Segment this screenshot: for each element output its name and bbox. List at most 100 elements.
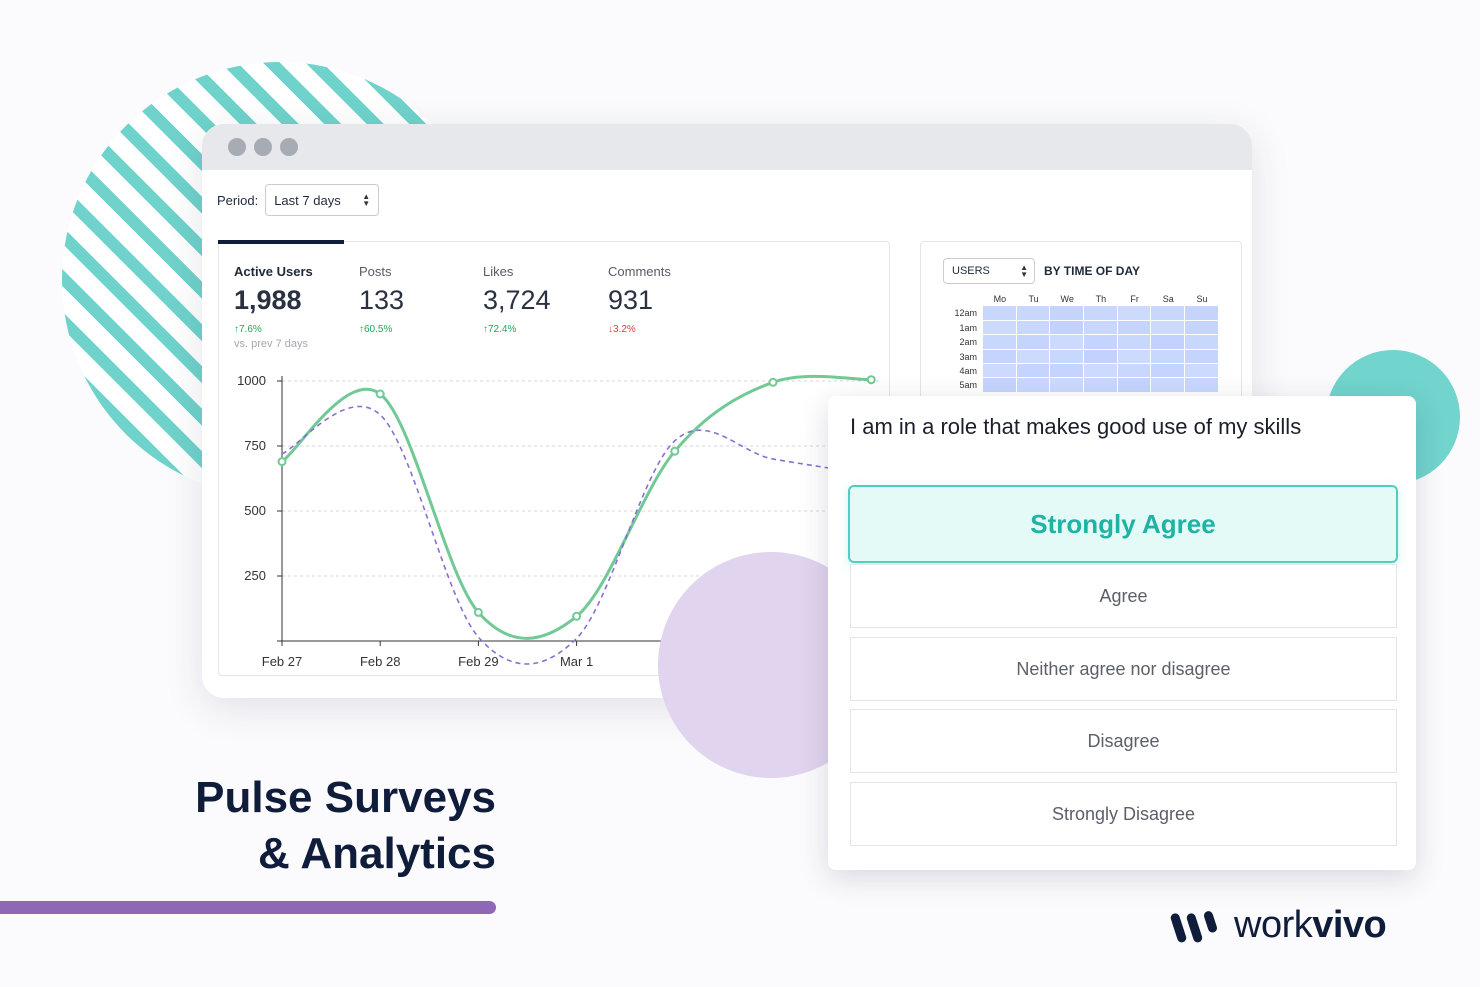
day-label: Tu (1028, 294, 1039, 304)
heatmap-cell (1084, 320, 1118, 336)
heatmap-cell (1117, 335, 1152, 350)
heatmap-cell (983, 335, 1017, 350)
time-of-day-panel: USERS ▲ ▼ BY TIME OF DAY Mo Tu We Th Fr Sa Su 12… (920, 241, 1242, 401)
heatmap-cell (1185, 378, 1219, 393)
period-select[interactable]: Last 7 days ▲ ▼ (265, 184, 380, 216)
x-tick-label: Mar 1 (560, 654, 593, 669)
metric-select[interactable]: USERS ▲ ▼ (943, 258, 1035, 284)
heatmap-cell (1016, 320, 1051, 336)
arrow-up-icon: ↑ (483, 324, 488, 335)
heatmap-cell (1084, 335, 1118, 350)
heatmap-cell (1151, 335, 1186, 350)
data-point (277, 457, 287, 467)
window-dot-icon (228, 138, 246, 156)
stat-comments[interactable]: Comments 931 ↓3.2% (608, 264, 671, 335)
heatmap-cell (1016, 335, 1051, 350)
heatmap-cell (1151, 349, 1186, 364)
heatmap-cell (1151, 320, 1186, 336)
period-label: Period: (217, 192, 259, 208)
heatmap-cell (1016, 378, 1051, 393)
period-filter: Period: Last 7 days ▲ ▼ (217, 184, 380, 216)
heatmap-cell (983, 363, 1017, 379)
heatmap-cell (1185, 320, 1219, 336)
stat-label: Posts (359, 264, 392, 279)
y-tick-label: 500 (244, 503, 266, 518)
select-arrows-icon: ▲ ▼ (362, 192, 371, 208)
heatmap-cell (1050, 378, 1085, 393)
stat-change: ↑60.5% (359, 324, 393, 335)
heatmap-cell (1117, 349, 1152, 364)
heatmap-cell (1117, 320, 1152, 336)
workvivo-logo: workvivo (1170, 904, 1387, 947)
option-disagree[interactable]: Disagree (850, 709, 1397, 773)
heatmap-cell (1084, 306, 1118, 321)
heatmap-title: BY TIME OF DAY (1044, 264, 1141, 278)
heatmap-cell (1050, 335, 1085, 350)
x-tick-label: Feb 29 (458, 654, 498, 669)
metric-value: USERS (952, 265, 990, 277)
active-tab-indicator (218, 240, 344, 244)
stat-value: 133 (359, 285, 405, 315)
data-point (572, 611, 582, 621)
option-neither[interactable]: Neither agree nor disagree (850, 637, 1397, 701)
heatmap-cell (1185, 349, 1219, 364)
stat-active-users[interactable]: Active Users 1,988 ↑7.6% vs. prev 7 days (234, 264, 313, 350)
x-tick-label: Feb 28 (360, 654, 400, 669)
window-dot-icon (254, 138, 272, 156)
window-titlebar (202, 124, 1252, 170)
heatmap-cell (1117, 363, 1152, 379)
heatmap-cell (1084, 378, 1118, 393)
heatmap-cell (1185, 363, 1219, 379)
stat-value: 3,724 (483, 285, 551, 315)
brand-name: workvivo (1234, 904, 1387, 946)
hour-label: 2am (959, 337, 977, 348)
day-label: We (1060, 294, 1074, 304)
hour-label: 1am (959, 322, 977, 333)
data-point (670, 446, 680, 456)
data-point (375, 389, 385, 399)
day-label: Th (1095, 294, 1107, 304)
x-tick-label: Feb 27 (262, 654, 302, 669)
option-agree[interactable]: Agree (850, 564, 1397, 628)
stat-label: Comments (608, 264, 671, 279)
data-point (768, 377, 778, 387)
title-line-1: Pulse Surveys (195, 773, 496, 822)
arrow-up-icon: ↑ (234, 324, 239, 335)
heatmap-cell (1016, 349, 1051, 364)
heatmap-cell (1084, 363, 1118, 379)
day-label: Fr (1130, 294, 1139, 304)
heatmap-cell (1117, 306, 1152, 321)
stat-change: ↑7.6% (234, 324, 262, 335)
pulse-survey-card: I am in a role that makes good use of my… (828, 396, 1416, 870)
window-dot-icon (280, 138, 298, 156)
page-title: Pulse Surveys & Analytics (195, 770, 496, 882)
heatmap-cell (1050, 306, 1085, 321)
day-label: Sa (1162, 294, 1174, 304)
heatmap-cell (1185, 306, 1219, 321)
stat-label: Active Users (234, 264, 313, 279)
hour-label: 5am (959, 380, 977, 391)
heatmap-cell (1151, 378, 1186, 393)
time-of-day-heatmap: Mo Tu We Th Fr Sa Su 12am 1am 2am 3am 4am 5am (941, 292, 1219, 393)
option-strongly-agree[interactable]: Strongly Agree (848, 485, 1398, 563)
stat-value: 1,988 (234, 285, 302, 315)
stat-likes[interactable]: Likes 3,724 ↑72.4% (483, 264, 551, 335)
title-line-2: & Analytics (257, 829, 496, 878)
stat-value: 931 (608, 285, 654, 315)
heatmap-corner (941, 292, 983, 306)
day-label: Su (1196, 294, 1208, 304)
y-tick-label: 1000 (237, 373, 266, 388)
heatmap-cell (1050, 320, 1085, 336)
title-underline (0, 901, 496, 914)
stat-change: ↓3.2% (608, 324, 636, 335)
stat-posts[interactable]: Posts 133 ↑60.5% (359, 264, 404, 335)
arrow-down-icon: ↓ (608, 324, 613, 335)
heatmap-cell (1151, 363, 1186, 379)
stat-label: Likes (483, 264, 514, 279)
heatmap-cell (1151, 306, 1186, 321)
hour-label: 3am (959, 351, 977, 362)
heatmap-cell (983, 320, 1017, 336)
y-tick-label: 750 (244, 438, 266, 453)
day-label: Mo (993, 294, 1007, 304)
option-strongly-disagree[interactable]: Strongly Disagree (850, 782, 1397, 846)
